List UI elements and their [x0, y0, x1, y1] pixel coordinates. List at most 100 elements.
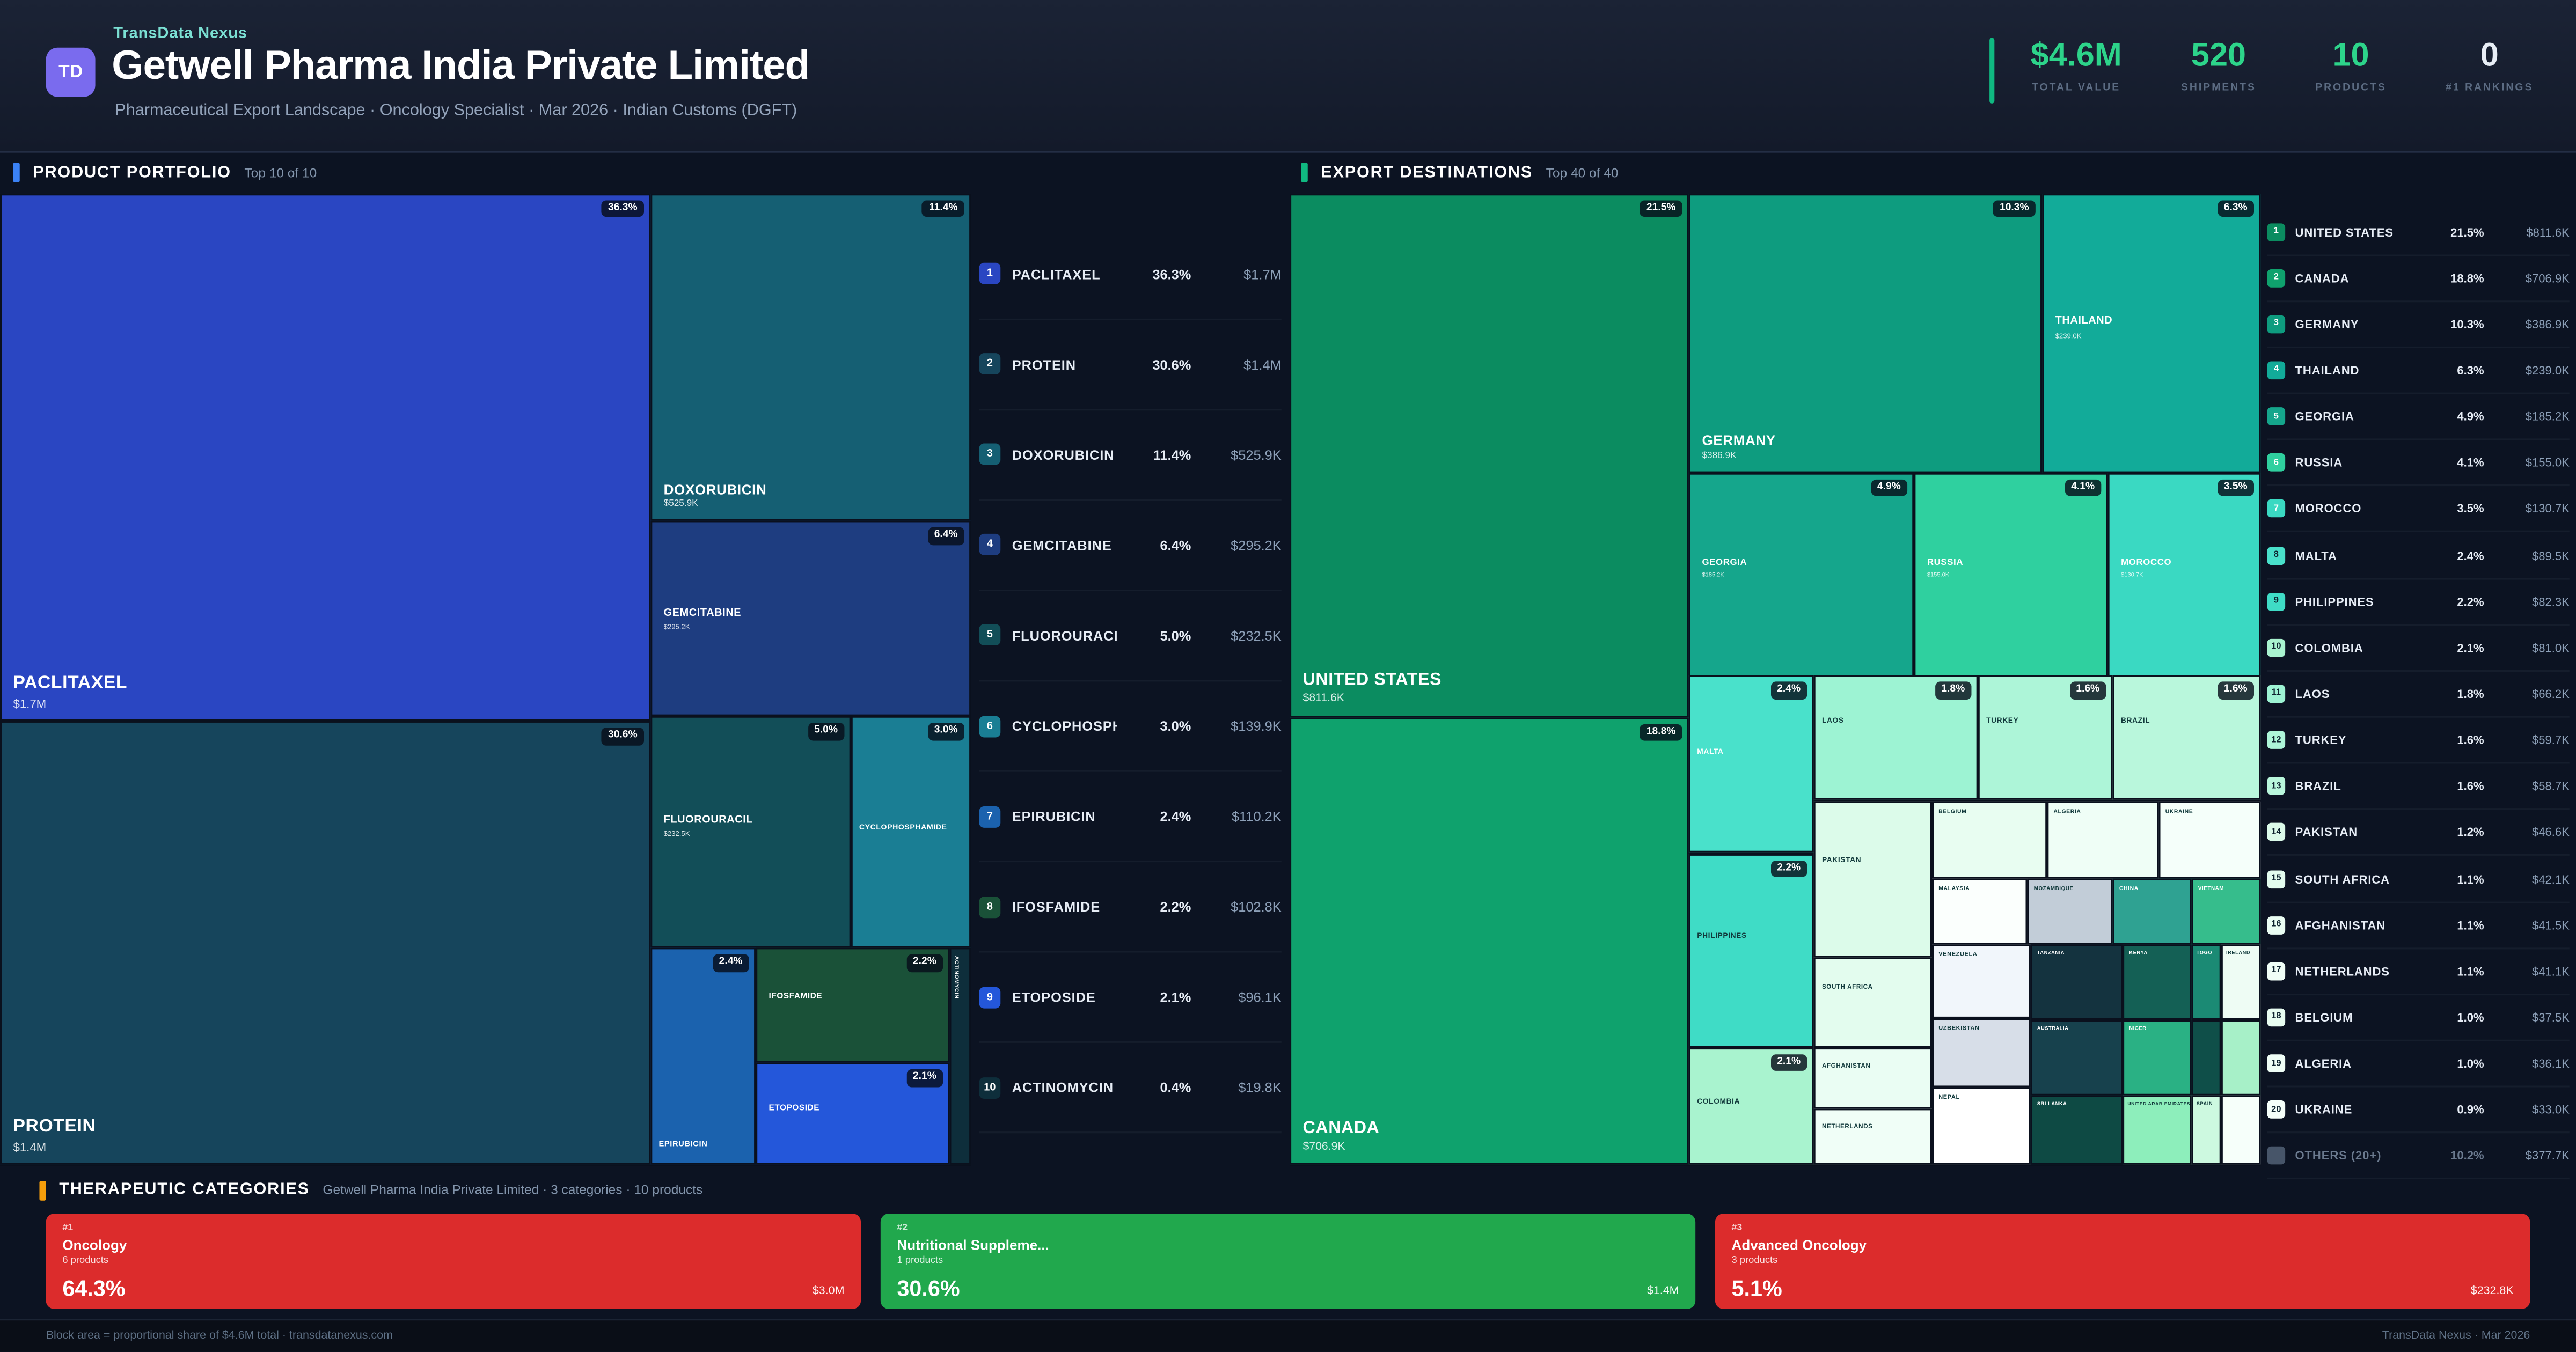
- destination-legend-row[interactable]: 11 LAOS 1.8% $66.2K: [2267, 672, 2570, 718]
- destination-legend-row[interactable]: 20 UKRAINE 0.9% $33.0K: [2267, 1088, 2570, 1134]
- destination-tile[interactable]: 1.6% BRAZIL: [2112, 675, 2261, 801]
- legend-pct: 11.4%: [1153, 446, 1191, 463]
- product-legend-row[interactable]: 9 ETOPOSIDE 2.1% $96.1K: [979, 953, 1282, 1044]
- product-legend-row[interactable]: 5 FLUOROURACIL 5.0% $232.5K: [979, 591, 1282, 682]
- product-tile[interactable]: 2.4% EPIRUBICIN: [650, 948, 756, 1165]
- destination-tile[interactable]: SRI LANKA: [2030, 1094, 2123, 1165]
- destination-tile[interactable]: UNITED ARAB EMIRATES: [2123, 1094, 2192, 1165]
- product-tile[interactable]: 11.4% DOXORUBICIN $525.9K: [650, 193, 971, 521]
- destination-legend-row[interactable]: 18 BELGIUM 1.0% $37.5K: [2267, 995, 2570, 1041]
- destination-tile[interactable]: [2191, 1019, 2221, 1095]
- destination-tile[interactable]: UKRAINE: [2158, 800, 2261, 878]
- category-bar[interactable]: #2 Nutritional Suppleme... 1 products 30…: [880, 1214, 1696, 1309]
- destination-tile[interactable]: 18.8% CANADA $706.9K: [1290, 717, 1689, 1165]
- destination-tile[interactable]: KENYA: [2123, 943, 2192, 1019]
- destination-tile[interactable]: SOUTH AFRICA: [1813, 957, 1932, 1047]
- destination-tile[interactable]: 6.3% THAILAND $239.0K: [2042, 193, 2261, 473]
- product-tile[interactable]: 36.3% PACLITAXEL $1.7M: [0, 193, 651, 722]
- destination-tile[interactable]: VIETNAM: [2191, 878, 2261, 944]
- destination-legend-row[interactable]: 17 NETHERLANDS 1.1% $41.1K: [2267, 949, 2570, 995]
- destination-legend-row[interactable]: 2 CANADA 18.8% $706.9K: [2267, 255, 2570, 302]
- product-legend-row[interactable]: 1 PACLITAXEL 36.3% $1.7M: [979, 229, 1282, 320]
- destination-legend-row[interactable]: 13 BRAZIL 1.6% $58.7K: [2267, 764, 2570, 811]
- destination-tile[interactable]: IRELAND: [2221, 943, 2261, 1019]
- destination-tile[interactable]: AUSTRALIA: [2030, 1019, 2123, 1095]
- destination-tile[interactable]: 21.5% UNITED STATES $811.6K: [1290, 193, 1689, 717]
- product-legend-row[interactable]: 7 EPIRUBICIN 2.4% $110.2K: [979, 772, 1282, 863]
- product-legend-row[interactable]: 10 ACTINOMYCIN 0.4% $19.8K: [979, 1044, 1282, 1134]
- destination-tile[interactable]: MOZAMBIQUE: [2027, 878, 2113, 944]
- destination-legend-row[interactable]: 5 GEORGIA 4.9% $185.2K: [2267, 394, 2570, 441]
- destination-tile[interactable]: BELGIUM: [1931, 800, 2047, 878]
- destination-tile[interactable]: 2.2% PHILIPPINES: [1688, 853, 1814, 1047]
- tile-pct-badge: 11.4%: [922, 199, 964, 216]
- destination-legend-row[interactable]: 16 AFGHANISTAN 1.1% $41.5K: [2267, 902, 2570, 949]
- destination-tile[interactable]: SPAIN: [2191, 1094, 2221, 1165]
- stat: 520 SHIPMENTS: [2181, 38, 2256, 93]
- product-legend-row[interactable]: 8 IFOSFAMIDE 2.2% $102.8K: [979, 863, 1282, 953]
- product-legend-row[interactable]: 2 PROTEIN 30.6% $1.4M: [979, 320, 1282, 410]
- destination-tile[interactable]: 1.8% LAOS: [1813, 675, 1978, 801]
- destination-tile[interactable]: NIGER: [2123, 1019, 2192, 1095]
- tile-label: NEPAL: [1938, 1094, 2024, 1102]
- product-tile[interactable]: 3.0% CYCLOPHOSPHAMIDE: [851, 717, 971, 949]
- destination-tile[interactable]: AFGHANISTAN: [1813, 1047, 1932, 1108]
- destination-legend-row[interactable]: 4 THAILAND 6.3% $239.0K: [2267, 348, 2570, 394]
- product-legend-row[interactable]: 4 GEMCITABINE 6.4% $295.2K: [979, 501, 1282, 591]
- destination-tile[interactable]: MALAYSIA: [1931, 878, 2028, 944]
- destination-tile[interactable]: NEPAL: [1931, 1088, 2031, 1165]
- legend-value: $185.2K: [2525, 409, 2570, 424]
- destination-tile[interactable]: [2221, 1019, 2261, 1095]
- destination-legend-row[interactable]: 6 RUSSIA 4.1% $155.0K: [2267, 440, 2570, 487]
- destination-tile[interactable]: UZBEKISTAN: [1931, 1017, 2031, 1089]
- category-bar[interactable]: #3 Advanced Oncology 3 products 5.1% $23…: [1715, 1214, 2530, 1309]
- destination-legend-row[interactable]: 8 MALTA 2.4% $89.5K: [2267, 533, 2570, 579]
- destination-tile[interactable]: PAKISTAN: [1813, 800, 1932, 957]
- product-legend-row[interactable]: 6 CYCLOPHOSPHAMIDE 3.0% $139.9K: [979, 681, 1282, 772]
- destination-tile[interactable]: 2.1% COLOMBIA: [1688, 1047, 1814, 1165]
- destination-tile[interactable]: [2221, 1094, 2261, 1165]
- destination-tile[interactable]: TANZANIA: [2030, 943, 2123, 1019]
- destination-tile[interactable]: 1.6% TURKEY: [1978, 675, 2113, 801]
- product-tile[interactable]: 2.1% ETOPOSIDE: [756, 1063, 950, 1165]
- product-tile[interactable]: ACTINOMYCIN: [949, 948, 971, 1165]
- destination-legend-row[interactable]: 9 PHILIPPINES 2.2% $82.3K: [2267, 579, 2570, 626]
- destination-legend-row[interactable]: 7 MOROCCO 3.5% $130.7K: [2267, 487, 2570, 533]
- product-tile[interactable]: 6.4% GEMCITABINE $295.2K: [650, 521, 971, 717]
- legend-rank-badge: 16: [2267, 916, 2286, 934]
- tile-label: COLOMBIA: [1697, 1097, 1807, 1106]
- tile-label: SOUTH AFRICA: [1822, 984, 1926, 992]
- product-legend-row[interactable]: 3 DOXORUBICIN 11.4% $525.9K: [979, 410, 1282, 501]
- legend-pct: 6.4%: [1160, 537, 1191, 554]
- legend-value: $89.5K: [2532, 548, 2570, 563]
- category-products: 1 products: [897, 1256, 943, 1267]
- destination-legend-row[interactable]: 10 COLOMBIA 2.1% $81.0K: [2267, 626, 2570, 672]
- tile-name: UZBEKISTAN: [1938, 1024, 1980, 1031]
- destination-tile[interactable]: 4.1% RUSSIA $155.0K: [1914, 472, 2108, 676]
- destination-tile[interactable]: NETHERLANDS: [1813, 1107, 1932, 1165]
- destination-tile[interactable]: 3.5% MOROCCO $130.7K: [2107, 472, 2261, 676]
- destination-tile[interactable]: CHINA: [2112, 878, 2192, 944]
- legend-name: MALTA: [2295, 548, 2337, 563]
- destination-tile[interactable]: ALGERIA: [2047, 800, 2159, 878]
- destination-legend-row[interactable]: 3 GERMANY 10.3% $386.9K: [2267, 302, 2570, 348]
- destination-legend-row[interactable]: 14 PAKISTAN 1.2% $46.6K: [2267, 810, 2570, 857]
- category-bar[interactable]: #1 Oncology 6 products 64.3% $3.0M: [46, 1214, 861, 1309]
- product-tile[interactable]: 30.6% PROTEIN $1.4M: [0, 722, 651, 1165]
- destination-tile[interactable]: VENEZUELA: [1931, 943, 2031, 1018]
- destination-legend-row[interactable]: 15 SOUTH AFRICA 1.1% $42.1K: [2267, 856, 2570, 903]
- destination-legend-row[interactable]: OTHERS (20+) 10.2% $377.7K: [2267, 1134, 2570, 1180]
- legend-pct: 30.6%: [1152, 356, 1191, 372]
- destination-tile[interactable]: TOGO: [2191, 943, 2221, 1019]
- product-tile[interactable]: 5.0% FLUOROURACIL $232.5K: [650, 717, 851, 949]
- tile-value: $185.2K: [1702, 571, 1724, 578]
- destination-tile[interactable]: 2.4% MALTA: [1688, 675, 1814, 854]
- destination-tile[interactable]: 10.3% GERMANY $386.9K: [1688, 193, 2043, 473]
- destination-tile[interactable]: 4.9% GEORGIA $185.2K: [1688, 472, 1914, 676]
- legend-rank-badge: 9: [979, 987, 1001, 1008]
- destination-legend-row[interactable]: 1 UNITED STATES 21.5% $811.6K: [2267, 209, 2570, 256]
- product-tile[interactable]: 2.2% IFOSFAMIDE: [756, 948, 950, 1063]
- destination-legend-row[interactable]: 12 TURKEY 1.6% $59.7K: [2267, 718, 2570, 765]
- destination-legend-row[interactable]: 19 ALGERIA 1.0% $36.1K: [2267, 1041, 2570, 1088]
- tile-name: TOGO: [2196, 948, 2213, 956]
